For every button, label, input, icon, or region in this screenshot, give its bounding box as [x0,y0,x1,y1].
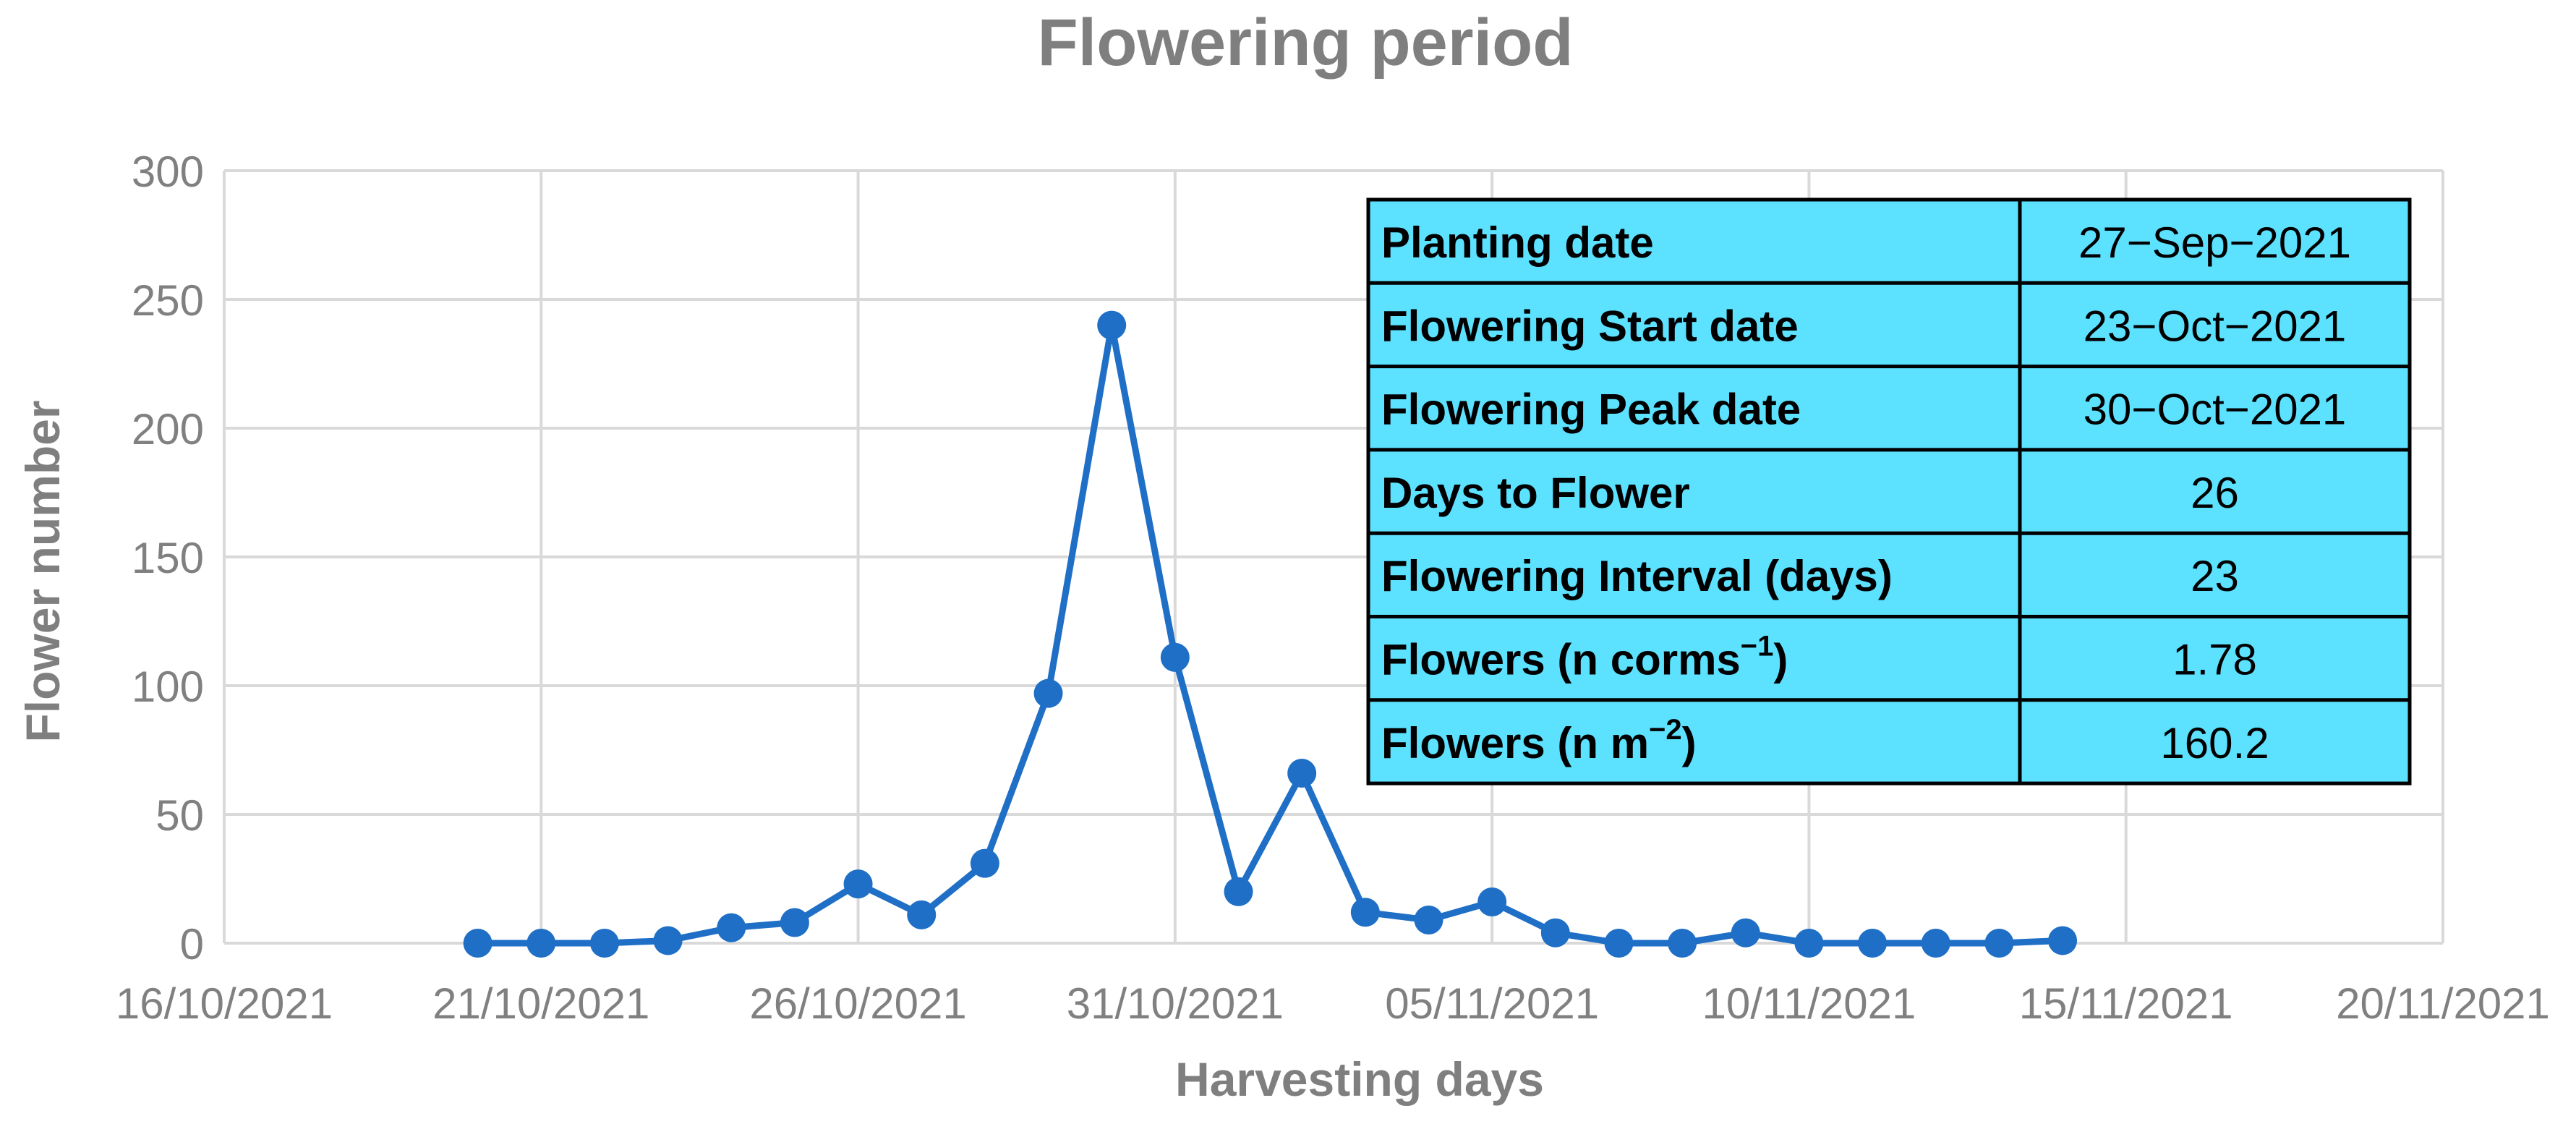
data-point [1287,759,1317,788]
data-point [1604,929,1634,958]
x-tick-label: 15/11/2021 [2019,979,2233,1028]
data-point [1921,929,1950,958]
table-label: Flowering Peak date [1381,386,1801,434]
data-point [2048,926,2078,955]
data-point [1224,877,1253,906]
data-point [717,913,746,942]
y-tick-label: 150 [132,534,204,582]
table-label: Flowers (n corms−1) [1381,631,1788,684]
y-tick-label: 50 [155,791,204,840]
y-tick-label: 200 [132,405,204,454]
data-point [1668,929,1697,958]
y-tick-label: 300 [132,148,204,196]
data-point [1160,642,1190,672]
data-point [1350,898,1380,927]
x-tick-label: 20/11/2021 [2336,979,2550,1028]
table-label: Planting date [1381,218,1654,267]
data-points [463,310,2078,958]
x-axis-title: Harvesting days [1175,1052,1544,1106]
data-point [1794,929,1824,958]
table-value: 23−Oct−2021 [2084,302,2347,350]
data-point [970,848,999,878]
table-value: 160.2 [2160,719,2269,767]
table-value: 30−Oct−2021 [2084,386,2347,434]
table-value: 23 [2191,552,2239,600]
table-background [1366,197,2412,785]
data-point [1097,310,1127,340]
x-tick-label: 05/11/2021 [1385,979,1599,1028]
table-label: Days to Flower [1381,469,1690,517]
data-point [907,900,937,929]
data-point [1858,929,1888,958]
data-point [1414,905,1443,934]
table-value: 1.78 [2172,636,2257,684]
data-point [1477,887,1507,917]
y-tick-label: 250 [132,276,204,325]
table-label: Flowers (n m−2) [1381,714,1697,767]
chart-title: Flowering period [1037,6,1573,80]
x-tick-label: 10/11/2021 [1702,979,1916,1028]
y-tick-labels: 0 50 100 150 200 250 300 [132,148,204,968]
data-point [1033,678,1063,708]
summary-table: Planting date 27−Sep−2021 Flowering Start … [1366,197,2412,785]
y-axis-title: Flower number [16,400,69,742]
data-point [526,929,556,958]
data-point [843,869,873,899]
data-point [589,929,619,958]
x-tick-label: 31/10/2021 [1067,979,1284,1028]
data-point [1984,929,2014,958]
data-point [1731,918,1760,948]
table-value: 26 [2191,469,2239,517]
table-label: Flowering Start date [1381,302,1799,350]
y-tick-label: 100 [132,663,204,711]
x-tick-label: 21/10/2021 [432,979,649,1028]
table-value: 27−Sep−2021 [2078,218,2351,267]
y-tick-label: 0 [180,920,204,968]
table-label: Flowering Interval (days) [1381,552,1893,600]
x-tick-labels: 16/10/2021 21/10/2021 26/10/2021 31/10/2021… [116,979,2550,1028]
data-point [653,926,683,955]
data-point [463,929,492,958]
x-tick-label: 26/10/2021 [749,979,966,1028]
data-point [1540,918,1570,948]
data-point [780,908,809,937]
x-tick-label: 16/10/2021 [116,979,333,1028]
